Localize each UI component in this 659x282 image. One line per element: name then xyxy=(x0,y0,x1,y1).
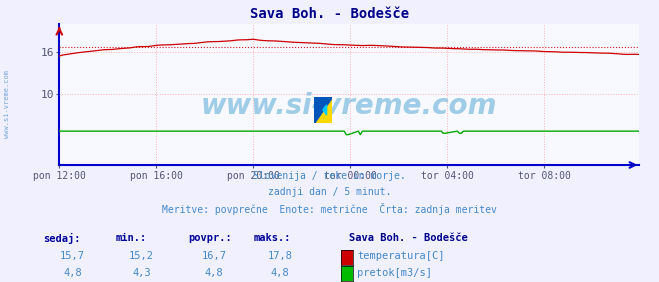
Text: 4,8: 4,8 xyxy=(271,268,289,278)
Text: pretok[m3/s]: pretok[m3/s] xyxy=(357,268,432,278)
Text: sedaj:: sedaj: xyxy=(43,233,80,244)
Polygon shape xyxy=(314,97,332,123)
Text: 17,8: 17,8 xyxy=(268,251,293,261)
Text: 4,8: 4,8 xyxy=(63,268,82,278)
Text: Slovenija / reke in morje.: Slovenija / reke in morje. xyxy=(253,171,406,180)
Text: www.si-vreme.com: www.si-vreme.com xyxy=(201,92,498,120)
Polygon shape xyxy=(323,105,327,115)
Text: maks.:: maks.: xyxy=(254,233,291,243)
Text: 4,8: 4,8 xyxy=(205,268,223,278)
Text: www.si-vreme.com: www.si-vreme.com xyxy=(4,70,10,138)
Text: Meritve: povprečne  Enote: metrične  Črta: zadnja meritev: Meritve: povprečne Enote: metrične Črta:… xyxy=(162,203,497,215)
Text: min.:: min.: xyxy=(115,233,146,243)
Text: 15,2: 15,2 xyxy=(129,251,154,261)
Text: Sava Boh. - Bodešče: Sava Boh. - Bodešče xyxy=(349,233,468,243)
Text: temperatura[C]: temperatura[C] xyxy=(357,251,445,261)
Text: 4,3: 4,3 xyxy=(132,268,151,278)
Polygon shape xyxy=(314,97,332,123)
Text: zadnji dan / 5 minut.: zadnji dan / 5 minut. xyxy=(268,187,391,197)
Text: 16,7: 16,7 xyxy=(202,251,227,261)
Text: Sava Boh. - Bodešče: Sava Boh. - Bodešče xyxy=(250,7,409,21)
Text: 15,7: 15,7 xyxy=(60,251,85,261)
Text: povpr.:: povpr.: xyxy=(188,233,231,243)
